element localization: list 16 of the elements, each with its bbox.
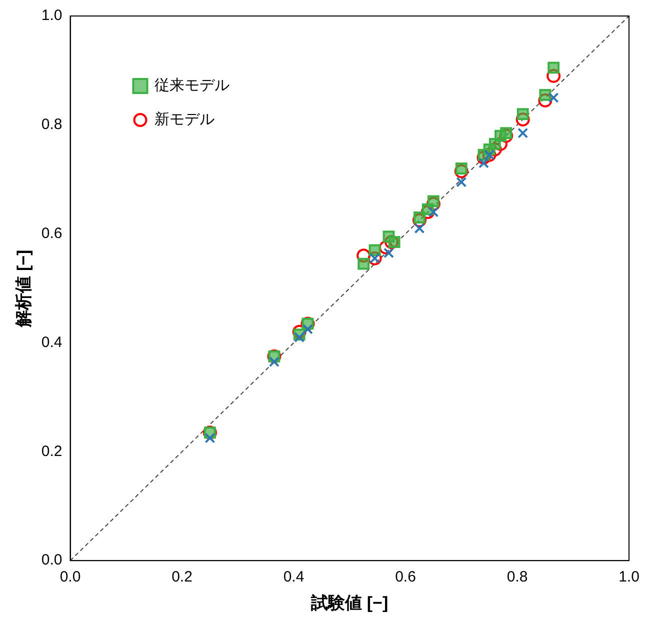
x-tick-label: 0.2	[172, 568, 192, 586]
y-tick-label: 0.8	[41, 116, 62, 134]
x-tick-label: 0.8	[506, 568, 528, 586]
legend-label: 従来モデル	[154, 77, 230, 94]
y-tick-label: 0.2	[41, 442, 62, 460]
legend-label: 新モデル	[154, 111, 214, 128]
y-axis-title: 解析値 [−]	[14, 250, 33, 328]
y-tick-label: 0.4	[41, 334, 62, 351]
x-tick-label: 0.0	[60, 568, 81, 586]
y-tick-label: 1.0	[41, 7, 62, 24]
x-tick-label: 0.6	[395, 568, 416, 586]
y-tick-label: 0.6	[41, 224, 62, 242]
x-tick-label: 1.0	[618, 568, 640, 586]
x-axis-title: 試験値 [−]	[310, 593, 388, 612]
y-tick-label: 0.0	[41, 552, 62, 569]
x-tick-label: 0.4	[283, 568, 304, 586]
